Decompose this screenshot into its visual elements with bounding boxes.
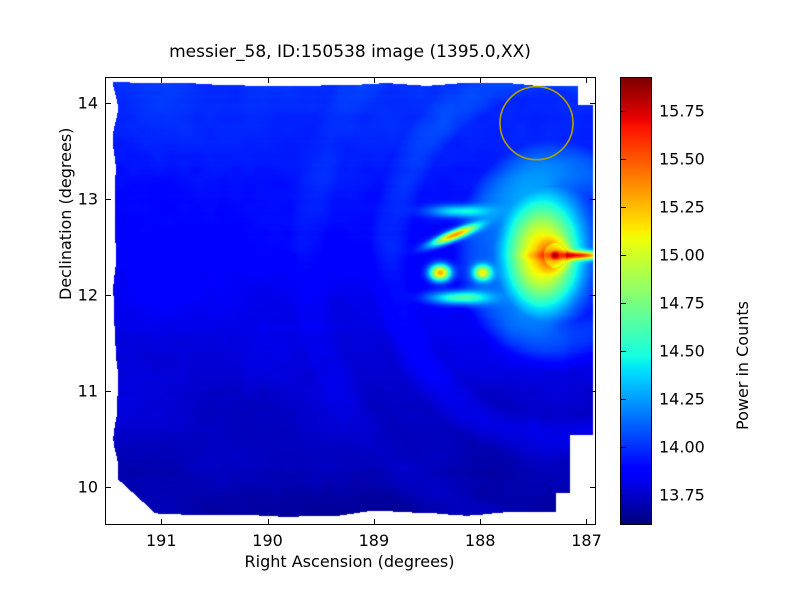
sky-image xyxy=(106,78,595,524)
colorbar-tick-label: 15.25 xyxy=(659,197,705,217)
plot-title: messier_58, ID:150538 image (1395.0,XX) xyxy=(169,42,531,62)
colorbar-tick-mark xyxy=(621,254,626,256)
colorbar-tick-label: 15.00 xyxy=(659,245,705,265)
colorbar-tick-mark xyxy=(621,302,626,304)
colorbar-tick-mark xyxy=(621,110,626,112)
y-tick-mark xyxy=(106,487,111,489)
x-tick-mark-top xyxy=(161,78,163,83)
x-tick-mark-top xyxy=(267,78,269,83)
y-tick-mark xyxy=(106,102,111,104)
colorbar-tick-mark xyxy=(621,447,626,449)
x-tick-mark xyxy=(161,519,163,524)
y-tick-mark-right xyxy=(590,199,595,201)
y-tick-mark-right xyxy=(590,295,595,297)
x-tick-label: 189 xyxy=(358,531,390,550)
colorbar-tick-label: 13.75 xyxy=(659,485,705,505)
colorbar-tick-mark xyxy=(621,350,626,352)
x-axis-label: Right Ascension (degrees) xyxy=(244,552,455,571)
x-tick-label: 191 xyxy=(145,531,177,550)
colorbar-tick-label: 14.00 xyxy=(659,437,705,457)
y-tick-label: 11 xyxy=(77,381,98,401)
colorbar-label: Power in Counts xyxy=(733,301,752,430)
y-tick-label: 14 xyxy=(77,93,98,113)
y-tick-mark xyxy=(106,391,111,393)
x-tick-mark-top xyxy=(480,78,482,83)
y-tick-mark-right xyxy=(590,102,595,104)
colorbar-tick-label: 15.75 xyxy=(659,101,705,121)
colorbar[interactable] xyxy=(620,77,652,525)
x-tick-mark xyxy=(373,519,375,524)
y-tick-label: 12 xyxy=(77,285,98,305)
colorbar-tick-label: 15.50 xyxy=(659,149,705,169)
x-tick-mark xyxy=(586,519,588,524)
colorbar-tick-mark xyxy=(621,158,626,160)
x-tick-mark-top xyxy=(586,78,588,83)
colorbar-tick-label: 14.25 xyxy=(659,389,705,409)
x-tick-mark xyxy=(480,519,482,524)
y-tick-mark xyxy=(106,199,111,201)
y-tick-mark xyxy=(106,295,111,297)
y-tick-label: 13 xyxy=(77,189,98,209)
colorbar-tick-label: 14.75 xyxy=(659,293,705,313)
colorbar-tick-mark xyxy=(621,399,626,401)
y-tick-mark-right xyxy=(590,487,595,489)
x-tick-label: 187 xyxy=(571,531,602,550)
y-axis-label: Declination (degrees) xyxy=(56,127,75,300)
x-tick-mark-top xyxy=(373,78,375,83)
image-axes[interactable] xyxy=(105,77,596,525)
x-tick-label: 188 xyxy=(464,531,496,550)
colorbar-tick-mark xyxy=(621,206,626,208)
x-tick-mark xyxy=(267,519,269,524)
colorbar-tick-mark xyxy=(621,495,626,497)
colorbar-gradient xyxy=(621,78,651,524)
x-tick-label: 190 xyxy=(252,531,283,550)
y-tick-label: 10 xyxy=(77,477,98,497)
y-tick-mark-right xyxy=(590,391,595,393)
colorbar-tick-label: 14.50 xyxy=(659,341,705,361)
